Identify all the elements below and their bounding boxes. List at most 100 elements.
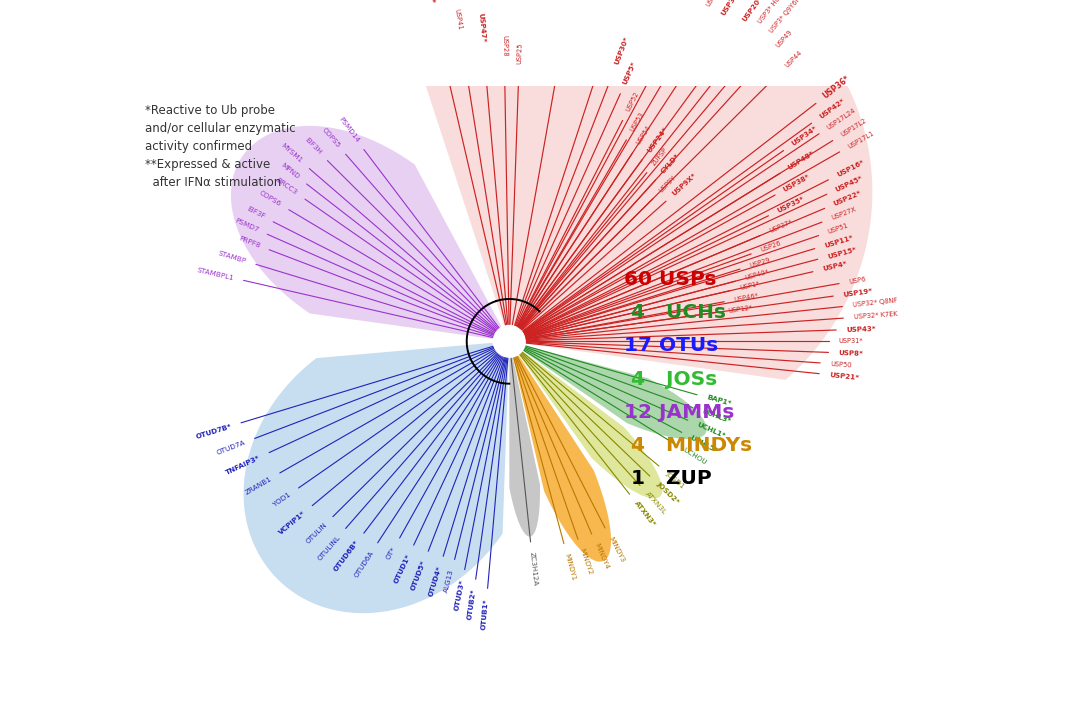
Text: USP31*: USP31* [839, 338, 863, 344]
Text: USP9Y: USP9Y [658, 174, 678, 193]
Polygon shape [231, 126, 501, 339]
Text: MINDY2: MINDY2 [579, 548, 593, 576]
Text: USP41: USP41 [453, 8, 463, 30]
Text: USP21*: USP21* [829, 372, 860, 381]
Text: USP38*: USP38* [783, 173, 811, 193]
Text: OTUB2*: OTUB2* [467, 589, 477, 620]
Text: PSMD7: PSMD7 [233, 217, 259, 233]
Text: USP43*: USP43* [847, 326, 876, 333]
Text: USP16*: USP16* [836, 159, 865, 178]
Text: USP53: USP53 [629, 111, 645, 133]
Text: USP6: USP6 [849, 276, 866, 285]
Text: ZC3H12A: ZC3H12A [529, 552, 538, 586]
Text: OTUB1*: OTUB1* [481, 598, 490, 630]
Text: EIF3H: EIF3H [304, 136, 322, 156]
Text: OTUD1*: OTUD1* [393, 553, 412, 584]
Text: USP17L1: USP17L1 [847, 130, 875, 149]
Text: USP54: USP54 [635, 125, 653, 146]
Text: JOSD1: JOSD1 [664, 471, 686, 489]
Text: USP50: USP50 [830, 361, 852, 368]
Text: USP9X*: USP9X* [671, 172, 698, 197]
Text: USP34*: USP34* [790, 125, 818, 147]
Polygon shape [519, 351, 662, 498]
Text: JOSD2*: JOSD2* [655, 481, 680, 506]
Text: MPND: MPND [280, 162, 300, 180]
Text: OTUD4*: OTUD4* [428, 565, 443, 598]
Text: UCHOU: UCHOU [682, 447, 708, 466]
Text: UCHL5*: UCHL5* [689, 435, 719, 454]
Text: USP5*: USP5* [621, 61, 637, 86]
Polygon shape [524, 346, 707, 439]
Text: USP4*: USP4* [822, 261, 848, 272]
Text: OTULIN: OTULIN [305, 522, 327, 545]
Text: YOD1: YOD1 [272, 491, 292, 508]
Text: VCPIP1*: VCPIP1* [278, 510, 307, 536]
Text: OTUD3*: OTUD3* [454, 579, 466, 611]
Text: USP45*: USP45* [835, 175, 864, 193]
Text: STAMBP: STAMBP [218, 250, 247, 264]
Text: USP1*: USP1* [739, 281, 760, 291]
Text: PRPF8: PRPF8 [237, 236, 261, 249]
Text: USP26: USP26 [760, 241, 782, 253]
Text: MINDY3: MINDY3 [607, 536, 625, 563]
Text: USP52: USP52 [624, 91, 640, 113]
Text: USP35*: USP35* [776, 196, 805, 214]
Text: USP28: USP28 [501, 35, 507, 56]
Text: COPS5: COPS5 [321, 126, 341, 149]
Text: 12 JAMMs: 12 JAMMs [623, 403, 734, 422]
Text: USP46*: USP46* [734, 293, 759, 303]
Text: PSMD14: PSMD14 [337, 116, 360, 144]
Polygon shape [423, 0, 873, 380]
Text: USP36*: USP36* [821, 74, 852, 101]
Text: USP15*: USP15* [827, 246, 857, 259]
Text: OTULINL: OTULINL [317, 534, 341, 561]
Text: USP3* H0YMI: USP3* H0YMI [758, 0, 789, 24]
Polygon shape [244, 343, 508, 613]
Text: USP17L2: USP17L2 [840, 117, 867, 138]
Text: USP25: USP25 [516, 43, 522, 64]
Text: USP47*: USP47* [477, 12, 486, 42]
Text: USP20*: USP20* [741, 0, 764, 22]
Text: USP32* K7EK: USP32* K7EK [853, 311, 898, 321]
Text: ALG13: ALG13 [443, 568, 455, 593]
Text: USP3* Q9Y6I: USP3* Q9Y6I [769, 0, 800, 34]
Text: ATXN3*: ATXN3* [633, 501, 657, 528]
Text: OTUD6B*: OTUD6B* [333, 539, 360, 573]
Text: CYLD*: CYLD* [660, 152, 681, 174]
Text: USP29: USP29 [749, 257, 771, 269]
Text: 17 OTUs: 17 OTUs [623, 336, 718, 356]
Text: USP24*: USP24* [646, 126, 668, 153]
Text: USP51: USP51 [827, 223, 849, 235]
Text: MYSM1: MYSM1 [280, 143, 304, 164]
Text: 60 USPs: 60 USPs [623, 270, 717, 289]
Text: USP11*: USP11* [824, 234, 854, 248]
Text: USP48*: USP48* [787, 149, 815, 171]
Text: ATXN3L: ATXN3L [645, 491, 668, 516]
Text: USP44: USP44 [784, 49, 803, 69]
Text: STAMBPL1: STAMBPL1 [196, 267, 234, 281]
Text: OTUD6A: OTUD6A [353, 550, 375, 578]
Text: TNFAIP3*: TNFAIP3* [224, 454, 261, 476]
Text: UCHL3*: UCHL3* [701, 408, 732, 424]
Text: MINDY4: MINDY4 [593, 542, 609, 570]
Text: EIF3F: EIF3F [245, 206, 266, 220]
Text: BAP1*: BAP1* [706, 395, 732, 408]
Text: ZRANB1: ZRANB1 [244, 476, 272, 496]
Text: OTUD7A: OTUD7A [216, 439, 246, 456]
Text: USP17L24: USP17L24 [826, 107, 856, 131]
Text: OT*: OT* [386, 545, 398, 560]
Text: 4   MINDYs: 4 MINDYs [623, 436, 752, 455]
Text: COPS6: COPS6 [258, 189, 282, 207]
Text: USP8*: USP8* [838, 350, 864, 356]
Polygon shape [513, 356, 611, 562]
Text: OTUD7B*: OTUD7B* [195, 423, 232, 440]
Polygon shape [509, 358, 540, 537]
Text: USP30*: USP30* [614, 36, 630, 66]
Text: USP18*: USP18* [420, 0, 436, 5]
Text: USP39: USP39 [706, 0, 721, 8]
Text: USP22*: USP22* [833, 190, 863, 207]
Text: USP19*: USP19* [842, 288, 874, 298]
Text: MINDY1: MINDY1 [564, 553, 577, 581]
Text: USP42*: USP42* [818, 97, 846, 120]
Text: USP32* Q8NF: USP32* Q8NF [852, 298, 898, 308]
